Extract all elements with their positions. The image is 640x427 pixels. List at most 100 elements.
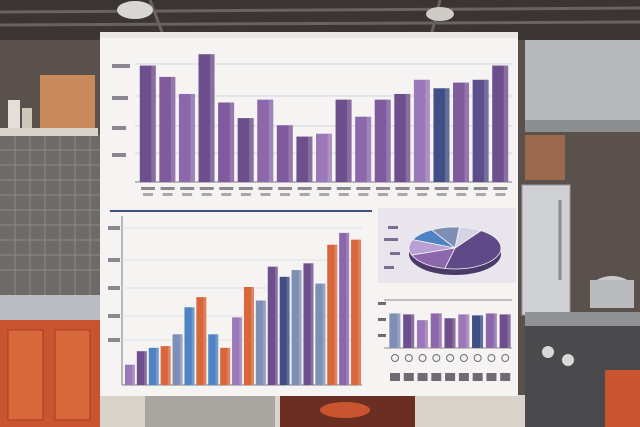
bar <box>136 351 147 385</box>
tick-label-scribble <box>431 373 442 381</box>
tick-label-scribble <box>299 193 310 196</box>
tick-label-scribble <box>221 193 232 196</box>
pie-slice <box>444 230 502 270</box>
bar-highlight <box>425 79 430 182</box>
bar <box>276 125 293 182</box>
bar <box>374 99 391 182</box>
bar <box>148 347 159 385</box>
bar <box>413 79 430 182</box>
jar <box>22 108 32 128</box>
bar-highlight <box>167 346 171 385</box>
tick-label-scribble <box>338 193 349 196</box>
tick-label-scribble <box>397 193 408 196</box>
bar-highlight <box>358 239 362 385</box>
bar <box>303 263 314 385</box>
bar-highlight <box>227 347 231 385</box>
tick-label-scribble <box>493 187 508 190</box>
tick-label-scribble <box>319 193 330 196</box>
tick-label-scribble <box>377 193 388 196</box>
pie-slice <box>410 247 456 269</box>
bar <box>453 82 470 182</box>
bar-highlight <box>286 276 290 385</box>
bar <box>184 307 195 385</box>
bar-highlight <box>493 313 497 348</box>
bar <box>243 286 254 385</box>
bar <box>159 76 176 182</box>
bar-highlight <box>444 88 450 182</box>
bar <box>444 318 456 348</box>
top-bar-chart <box>112 54 512 196</box>
tick-label-scribble <box>500 373 511 381</box>
jar <box>8 100 20 128</box>
bar-highlight <box>191 307 195 385</box>
tick-marker <box>501 354 510 362</box>
tick-label-scribble <box>456 193 467 196</box>
bar-highlight <box>310 263 314 385</box>
tick-label-scribble <box>180 187 195 190</box>
tick-marker <box>459 354 468 362</box>
ceiling-lamp <box>117 1 153 19</box>
bar-highlight <box>452 318 456 348</box>
tick-label-scribble <box>280 193 291 196</box>
red-pot <box>320 402 370 418</box>
tick-label-scribbles <box>108 226 120 342</box>
tick-label-scribble <box>356 187 371 190</box>
tick-label-scribble <box>358 193 369 196</box>
small-bar-chart <box>378 299 512 381</box>
stove-knob <box>562 354 574 366</box>
tick-label-scribble <box>219 187 234 190</box>
tick-label-scribble <box>162 193 173 196</box>
wall-shelf <box>0 128 98 136</box>
bar-highlight <box>203 297 207 385</box>
bar <box>492 65 509 182</box>
tick-label-scribble <box>454 187 469 190</box>
chart-poster-top-band <box>100 32 518 38</box>
wooden-box <box>40 75 95 128</box>
bar <box>218 102 235 182</box>
bar <box>196 297 207 385</box>
bar-highlight <box>397 313 401 348</box>
bar <box>279 276 290 385</box>
bar-highlight <box>405 93 411 182</box>
tick-label-scribble <box>141 187 155 190</box>
bar-highlight <box>179 334 183 385</box>
tick-label-scribble <box>417 193 428 196</box>
tick-label-scribbles <box>378 302 386 337</box>
tick-label-scribble <box>403 373 414 381</box>
bar <box>403 314 415 348</box>
bar <box>237 118 254 182</box>
pie-slice <box>454 226 482 249</box>
tick-label-scribble <box>258 187 273 190</box>
bar <box>394 93 411 182</box>
tick-label-scribble <box>160 187 175 190</box>
tile-wall <box>0 135 100 295</box>
tick-label-scribble <box>472 373 483 381</box>
bar-highlight <box>170 76 176 182</box>
bottom-bar-chart <box>108 210 372 386</box>
bar-highlight <box>334 244 338 385</box>
cabinet-door <box>54 329 91 421</box>
bar-highlight <box>288 125 293 182</box>
bar-highlight <box>386 99 391 182</box>
pie-chart <box>378 208 516 283</box>
bar-highlight <box>484 79 489 182</box>
bar <box>389 313 401 348</box>
bar-highlight <box>424 320 428 348</box>
bar-highlight <box>466 314 470 348</box>
wall-cabinet <box>525 135 565 180</box>
bar <box>172 334 183 385</box>
tick-label-scribble <box>240 193 251 196</box>
bar-highlight <box>155 347 159 385</box>
stove-knob <box>542 346 554 358</box>
bar <box>430 313 442 348</box>
bar-highlight <box>507 314 511 348</box>
bar <box>499 314 511 348</box>
bar-highlight <box>215 334 219 385</box>
tick-label-scribble <box>495 193 506 196</box>
tick-label-scribble <box>238 187 253 190</box>
ceiling-lamp <box>426 7 454 21</box>
bar-highlight <box>479 315 484 348</box>
tick-label-scribble <box>201 193 212 196</box>
tick-label-scribbles <box>112 64 130 157</box>
bar <box>208 334 219 385</box>
